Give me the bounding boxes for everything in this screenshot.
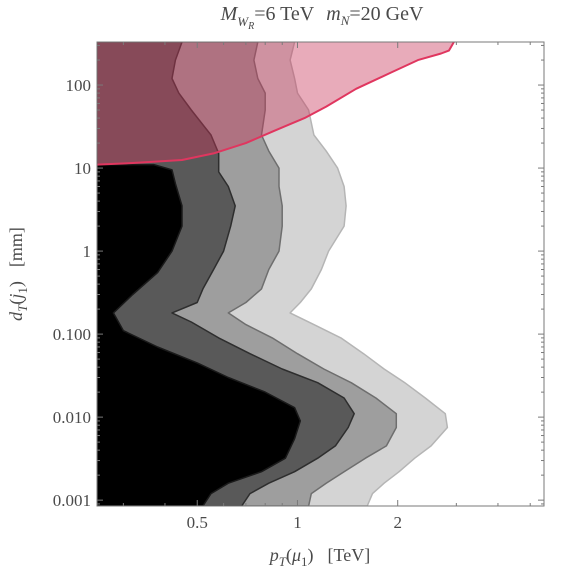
xlabel-symbol: p xyxy=(268,545,279,565)
x-tick-label: 2 xyxy=(393,513,402,532)
title-mn-value: =20 GeV xyxy=(349,3,424,25)
ylabel-unit: [mm] xyxy=(6,227,26,267)
xlabel-arg: μ xyxy=(291,545,301,565)
ylabel-close: ) xyxy=(6,281,27,287)
chart-title: MWR=6 TeV mN=20 GeV xyxy=(220,3,424,32)
y-tick-label: 0.001 xyxy=(53,491,91,510)
ylabel-arg: j xyxy=(6,294,26,301)
red-boundary-line xyxy=(97,42,455,166)
xlabel-unit: [TeV] xyxy=(328,545,371,565)
y-tick-label: 0.010 xyxy=(53,408,91,427)
x-tick-label: 1 xyxy=(293,513,302,532)
plot-frame xyxy=(96,41,545,507)
title-mw-symbol: M xyxy=(220,3,239,25)
title-mw-subsub: R xyxy=(247,21,254,32)
y-tick-label: 1 xyxy=(83,242,92,261)
title-mw-value: =6 TeV xyxy=(254,3,315,25)
x-tick-label: 0.5 xyxy=(187,513,208,532)
title-mn-sub: N xyxy=(340,13,351,28)
xlabel-open: ( xyxy=(286,545,292,566)
ylabel-sub: T xyxy=(15,304,30,312)
y-axis-label: dT(j1) [mm] xyxy=(6,227,30,321)
y-tick-label: 0.100 xyxy=(53,325,91,344)
xlabel-arg-sub: 1 xyxy=(301,554,308,569)
title-mn-symbol: m xyxy=(326,3,340,25)
xlabel-close: ) xyxy=(308,545,314,566)
ylabel-open: ( xyxy=(6,299,27,305)
y-axis-ticks: 0.001 0.010 0.100 1 10 100 xyxy=(53,44,544,510)
title-mw-sub: W xyxy=(237,14,249,29)
x-axis-label: pT(μ1) [TeV] xyxy=(268,545,371,569)
plot-area xyxy=(97,42,544,506)
red-excluded-region xyxy=(97,42,454,165)
y-tick-label: 10 xyxy=(74,159,91,178)
red-region-layer xyxy=(97,42,455,166)
xlabel-sub: T xyxy=(279,554,287,569)
ylabel-symbol: d xyxy=(6,311,26,321)
bands-layer xyxy=(97,42,449,506)
ylabel-arg-sub: 1 xyxy=(15,287,30,294)
region-band-1 xyxy=(97,163,302,506)
y-tick-label: 100 xyxy=(66,76,92,95)
x-axis-ticks: 0.5 1 2 xyxy=(122,42,531,532)
